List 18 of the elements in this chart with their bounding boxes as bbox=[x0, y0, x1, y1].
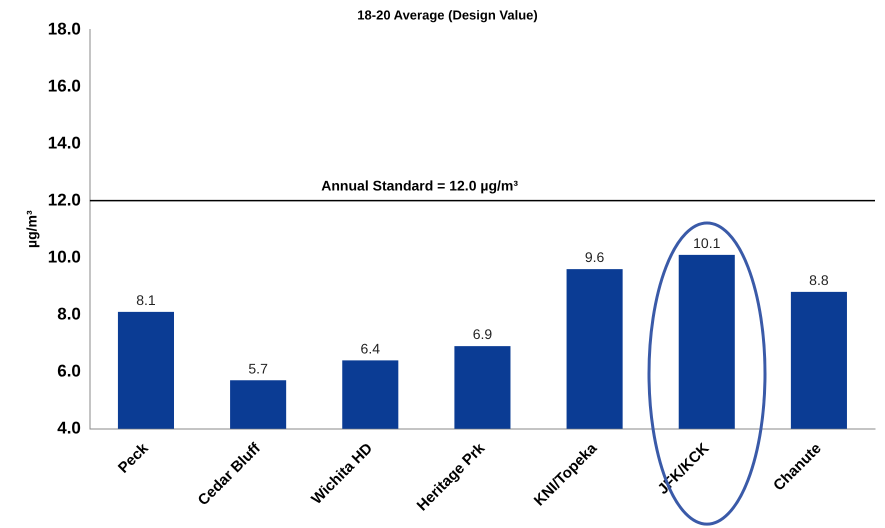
data-label: 5.7 bbox=[248, 360, 268, 376]
y-tick-label: 18.0 bbox=[48, 19, 81, 38]
y-tick-label: 10.0 bbox=[48, 247, 81, 266]
ref-line-label: Annual Standard = 12.0 µg/m³ bbox=[321, 178, 518, 194]
data-label: 8.8 bbox=[809, 272, 829, 288]
y-tick-label: 14.0 bbox=[48, 133, 81, 152]
data-label: 9.6 bbox=[584, 249, 605, 266]
data-label: 6.4 bbox=[360, 340, 380, 356]
y-tick-label: 6.0 bbox=[57, 361, 81, 380]
data-label: 10.1 bbox=[693, 234, 721, 251]
y-tick-label: 4.0 bbox=[57, 418, 81, 438]
data-label: 8.1 bbox=[136, 292, 156, 308]
chart-title: 18-20 Average (Design Value) bbox=[357, 7, 538, 22]
y-tick-label: 8.0 bbox=[57, 304, 81, 324]
y-tick-label: 12.0 bbox=[48, 190, 81, 210]
data-label: 6.9 bbox=[472, 326, 492, 342]
y-tick-label: 16.0 bbox=[48, 76, 81, 96]
y-axis-title: µg/m³ bbox=[23, 210, 40, 248]
